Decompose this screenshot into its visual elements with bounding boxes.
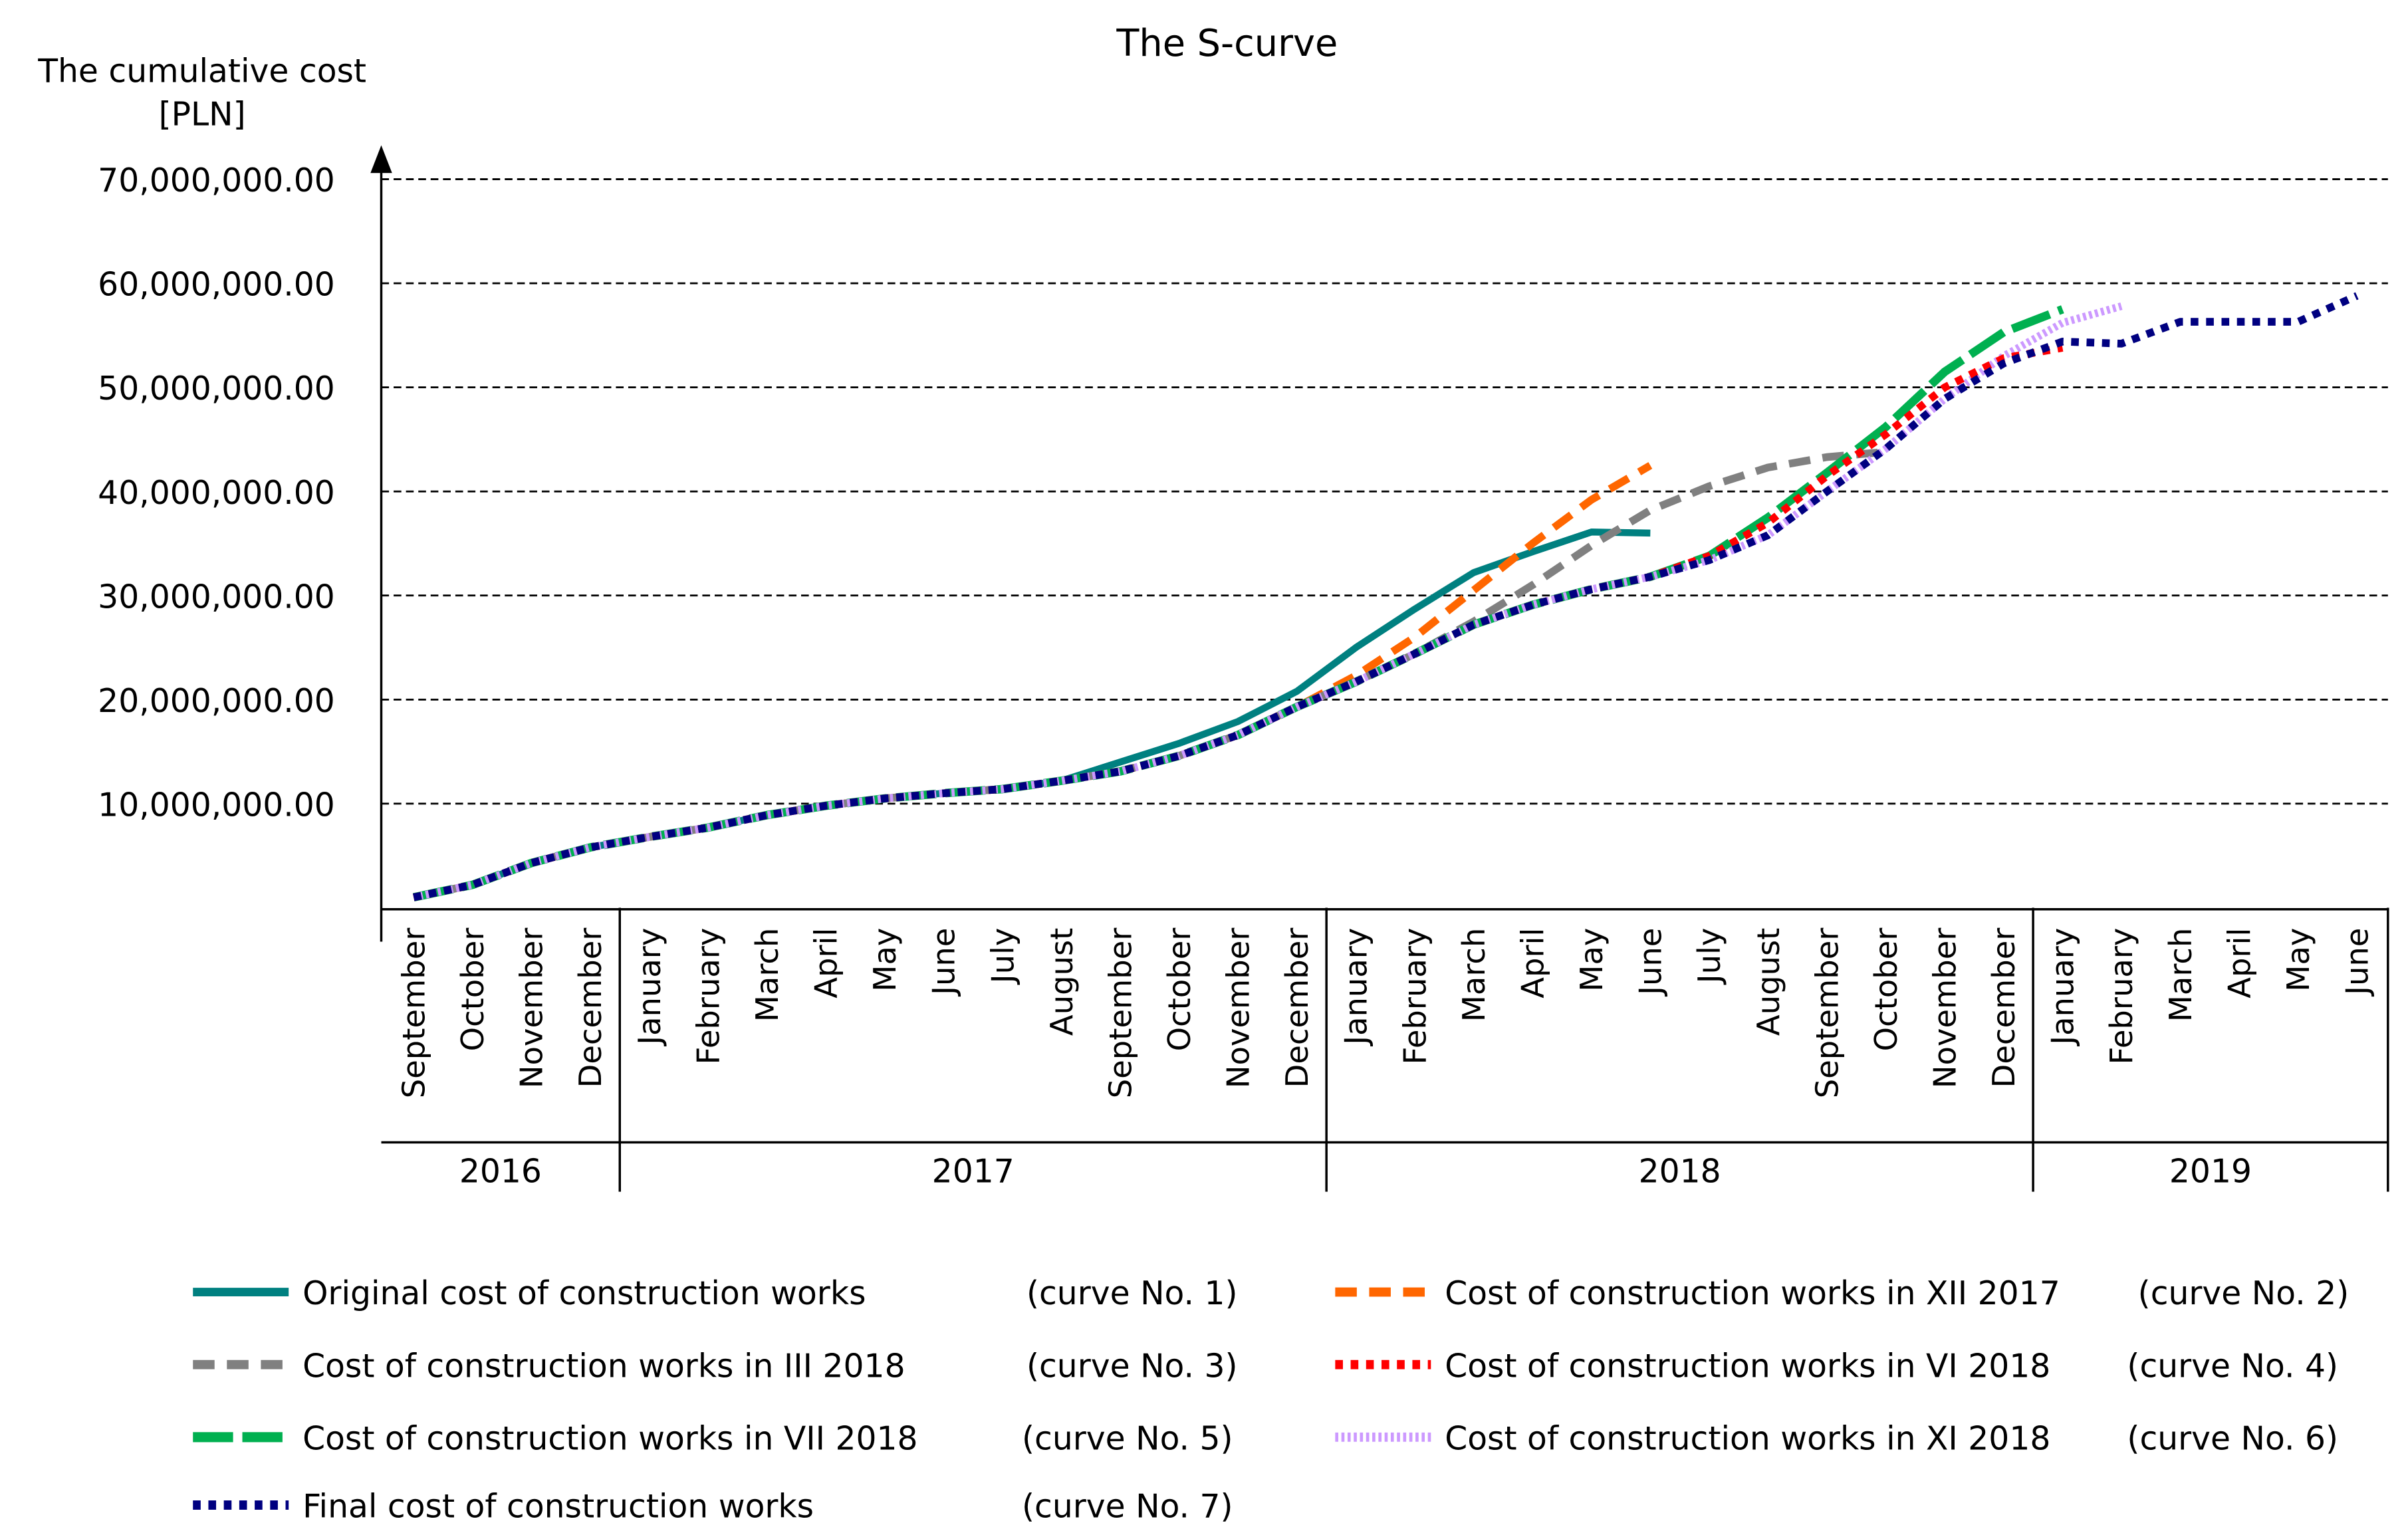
x-tick-label-month: September [1809,927,1845,1099]
series-line-curve-4 [413,344,2064,901]
x-tick-label-month: June [2340,928,2375,997]
x-tick-label-month: October [455,927,491,1052]
legend-label: Final cost of construction works [302,1488,814,1526]
x-tick-label-month: November [1927,927,1963,1088]
year-label: 2019 [2169,1153,2252,1191]
x-tick-label-month: January [1338,928,1374,1047]
series-line-curve-5 [412,305,2064,902]
x-tick-label-month: August [1750,928,1786,1036]
legend-curve-tag: (curve No. 3) [1026,1348,1238,1385]
x-tick-label-month: March [2163,928,2199,1022]
x-tick-label-month: June [1633,928,1669,997]
x-tick-label-month: April [2221,928,2257,999]
series-line-curve-2 [413,462,1653,901]
x-tick-label-month: December [1279,927,1315,1088]
y-tick-label: 30,000,000.00 [98,578,335,616]
year-label: 2017 [932,1153,1015,1191]
x-tick-label-month: November [514,927,550,1088]
x-tick-label-month: December [572,927,608,1088]
legend-label: Cost of construction works in III 2018 [302,1348,905,1385]
x-tick-label-month: February [2104,928,2139,1065]
legend-item: Cost of construction works in XII 2017 (c… [1335,1275,2349,1312]
y-axis-arrow-icon [370,145,392,174]
x-tick-label-month: May [1574,928,1610,992]
x-tick-label-month: August [1044,928,1080,1036]
x-tick-label-month: January [632,928,667,1047]
y-axis-label-line1: The cumulative cost [37,53,366,90]
y-tick-label: 70,000,000.00 [98,162,335,199]
legend-curve-tag: (curve No. 2) [2138,1275,2349,1312]
y-tick-label: 10,000,000.00 [98,786,335,824]
year-label: 2018 [1639,1153,1721,1191]
x-tick-label-month: July [1691,928,1727,985]
legend-item: Final cost of construction works (curve N… [193,1488,1233,1526]
y-tick-label: 50,000,000.00 [98,370,335,408]
x-tick-label-month: September [396,927,431,1099]
x-tick-label-month: May [2280,928,2316,992]
chart-title: The S-curve [1116,22,1338,65]
x-tick-label-month: December [1986,927,2022,1088]
legend-label: Cost of construction works in VII 2018 [302,1420,918,1457]
legend-item: Cost of construction works in VII 2018 (c… [193,1420,1233,1457]
y-tick-label: 20,000,000.00 [98,683,335,720]
x-tick-label-month: October [1161,927,1197,1052]
x-tick-label-month: November [1221,927,1257,1088]
x-tick-label-month: March [1456,928,1492,1022]
legend-label: Original cost of construction works [302,1275,866,1312]
legend-item: Cost of construction works in III 2018 (c… [193,1348,1238,1385]
series-line-curve-6 [413,302,2123,901]
legend-label: Cost of construction works in XI 2018 [1445,1420,2050,1457]
x-tick-label-month: July [985,928,1021,985]
legend-label: Cost of construction works in VI 2018 [1445,1348,2050,1385]
legend-curve-tag: (curve No. 4) [2127,1348,2338,1385]
y-tick-label: 60,000,000.00 [98,267,335,304]
y-tick-label: 40,000,000.00 [98,475,335,512]
legend-label: Cost of construction works in XII 2017 [1445,1275,2060,1312]
x-tick-label-month: April [1514,928,1550,999]
legend-curve-tag: (curve No. 1) [1026,1275,1238,1312]
x-tick-label-month: February [1397,928,1433,1065]
legend-item: Cost of construction works in VI 2018 (cu… [1335,1348,2338,1385]
x-tick-label-month: September [1102,927,1138,1099]
legend-curve-tag: (curve No. 5) [1022,1420,1233,1457]
year-label: 2016 [459,1153,542,1191]
legend-curve-tag: (curve No. 6) [2127,1420,2338,1457]
y-axis-label-line2: [PLN] [159,96,246,133]
legend-curve-tag: (curve No. 7) [1022,1488,1233,1526]
x-tick-label-month: January [2045,928,2081,1047]
series-line-curve-3 [413,447,1887,901]
legend-item: Original cost of construction works (curv… [193,1275,1238,1312]
x-tick-label-month: March [749,928,785,1022]
x-tick-label-month: May [867,928,903,992]
legend-item: Cost of construction works in XI 2018 (cu… [1335,1420,2338,1457]
x-tick-label-month: April [808,928,844,999]
x-tick-label-month: February [690,928,726,1065]
series-line-curve-7 [413,292,2359,901]
x-tick-label-month: October [1868,927,1904,1052]
x-tick-label-month: June [926,928,962,997]
